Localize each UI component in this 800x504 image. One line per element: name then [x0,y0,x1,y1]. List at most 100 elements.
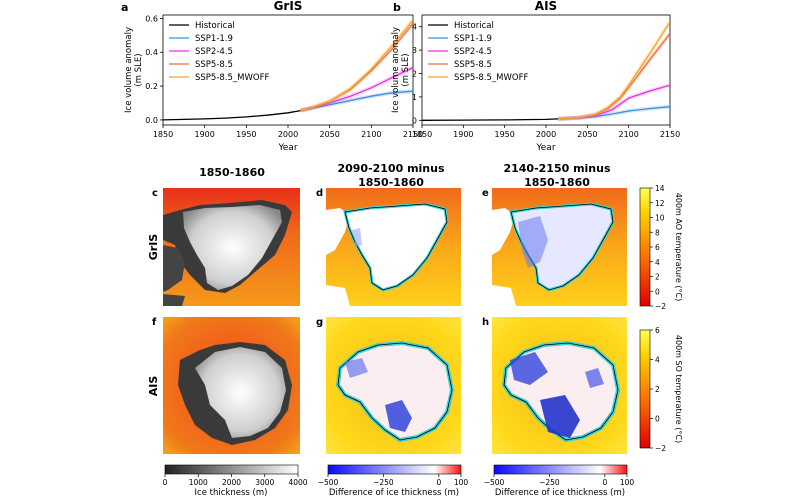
colorbar-tick-label: 6 [655,326,660,335]
panel-h-letter: h [482,317,489,328]
series-line-b [422,118,559,121]
x-tick-label-b: 2000 [536,130,556,139]
map-g: g [316,317,461,454]
x-tick-label-b: 1950 [494,130,514,139]
colorbar-tick-label: 2000 [222,478,241,487]
map-d: d [316,188,461,306]
row-label-gris: GrIS [147,234,160,261]
map-g-thinning [385,400,412,432]
colorbar-tick-label: 0 [602,478,607,487]
map-c: c [152,188,300,306]
column-title-3-line2: 1850-1860 [524,176,590,189]
colorbar-tick-label: 0 [655,287,660,296]
colorbar-diff-1-label: Difference of ice thickness (m) [329,488,459,498]
colorbar-diff-1: −500 −250 0 100 Difference of ice thickness… [318,464,469,498]
x-tick-label-a: 2050 [319,130,339,139]
y-tick-label-a: 0.6 [145,14,158,23]
panel-g-letter: g [316,317,323,328]
series-group-b [422,20,670,121]
panel-a-letter: a [121,1,128,14]
x-tick-label-b: 1900 [453,130,473,139]
colorbar-tick-label: 1000 [189,478,208,487]
colorbar-tick-label: 3000 [255,478,274,487]
map-c-icesheet [183,205,282,290]
map-c-land-left [163,245,185,292]
colorbar-diff-2-label: Difference of ice thickness (m) [495,488,625,498]
map-e: e [482,188,627,306]
y-tick-label-b: 0 [412,116,417,125]
colorbar-so-label: 400m SO temperature (°C) [674,335,683,443]
map-d-outside2 [326,285,350,306]
x-tick-label-b: 2100 [618,130,638,139]
y-tick-label-b: 2 [412,70,417,79]
x-tick-label-a: 1850 [153,130,173,139]
x-axis-label-a: Year [277,143,297,153]
colorbar-tick-label: 0 [655,415,660,424]
colorbar-ao-label: 400m AO temperature (°C) [674,193,683,301]
map-h-thinning2 [510,352,548,385]
x-axis-label-b: Year [535,143,555,153]
axis-ticks-a: 1850 1900 1950 2000 2050 2100 2150 0.0 0.2 0.4 0.6 [145,14,423,139]
legend-a: Historical SSP1-1.9 SSP2-4.5 SSP5-8.5 SSP5-8… [169,21,269,83]
colorbar-tick-label: 10 [655,214,665,223]
legend-entry-a: SSP1-1.9 [195,34,233,44]
x-tick-label-b: 2050 [577,130,597,139]
series-band-b [558,20,670,121]
colorbar-tick-label: 14 [655,184,665,193]
y-tick-label-b: 1 [412,93,417,102]
panel-b-letter: b [393,1,401,14]
column-title-3-line1: 2140-2150 minus [503,162,611,175]
colorbar-tick-label: −2 [655,302,666,311]
colorbar-tick-label: −250 [373,478,394,487]
map-h-thinning3 [585,368,604,388]
colorbar-tick-label: 4000 [288,478,307,487]
plot-frame-a [162,14,414,126]
colorbar-so-ticks: −2 0 2 4 6 [650,326,666,453]
legend-entry-a: Historical [195,21,235,31]
colorbar-tick-label: −500 [318,478,339,487]
panel-f-letter: f [152,317,157,328]
map-g-icesheet-edge [337,342,453,441]
row-label-ais: AIS [147,376,160,397]
colorbar-so-temperature: −2 0 2 4 6 400m SO temperature (°C) [639,326,683,453]
map-f: f [152,317,300,454]
x-tick-label-a: 1950 [236,130,256,139]
x-tick-label-a: 2100 [361,130,381,139]
colorbar-tick-label: −2 [655,444,666,453]
column-title-2-line2: 1850-1860 [358,176,424,189]
panel-b-title: AIS [535,0,557,13]
x-tick-label-a: 2000 [278,130,298,139]
legend-entry-b: SSP2-4.5 [454,47,492,57]
map-d-outside [326,208,350,255]
colorbar-diff-2: −500 −250 0 100 Difference of ice thickness… [484,464,634,498]
colorbar-diff-2-ticks: −500 −250 0 100 [484,474,634,487]
colorbar-tick-label: 8 [655,228,660,237]
map-d-icesheet-edge [344,203,448,291]
x-tick-label-b: 1850 [412,130,432,139]
x-tick-label-a: 2150 [403,130,423,139]
panel-a: a GrIS 1850 1900 1950 2000 2050 2100 2150 0.0 0.… [121,0,423,153]
legend-entry-a: SSP5-8.5_MWOFF [195,73,269,83]
column-title-1: 1850-1860 [199,166,265,179]
colorbar-tick-label: 4 [655,258,660,267]
axis-ticks-b: 1850 1900 1950 2000 2050 2100 2150 0 1 2 3 4 [412,23,680,139]
legend-entry-a: SSP5-8.5 [195,60,233,70]
map-c-land-bottom [163,294,185,306]
y-axis-label-b: Ice volume anomaly [391,27,401,113]
colorbar-tick-label: 12 [655,199,665,208]
colorbar-tick-label: 0 [163,478,168,487]
legend-entry-b: SSP1-1.9 [454,34,492,44]
map-h-icesheet-edge [503,342,619,441]
colorbar-ice-thickness: 0 1000 2000 3000 4000 Ice thickness (m) [163,464,308,498]
series-line-a [300,19,413,112]
legend-entry-b: SSP5-8.5 [454,60,492,70]
colorbar-tick-label: 100 [454,478,469,487]
map-h: h [482,317,627,454]
panel-a-title: GrIS [274,0,303,13]
y-tick-label-a: 0.2 [145,82,158,91]
plot-frame-b [421,14,671,126]
colorbar-ao-temperature: −2 0 2 4 6 8 10 12 14 400m AO temperature (°C) [639,184,683,311]
map-f-icesheet [195,347,286,438]
panel-c-letter: c [152,188,158,199]
